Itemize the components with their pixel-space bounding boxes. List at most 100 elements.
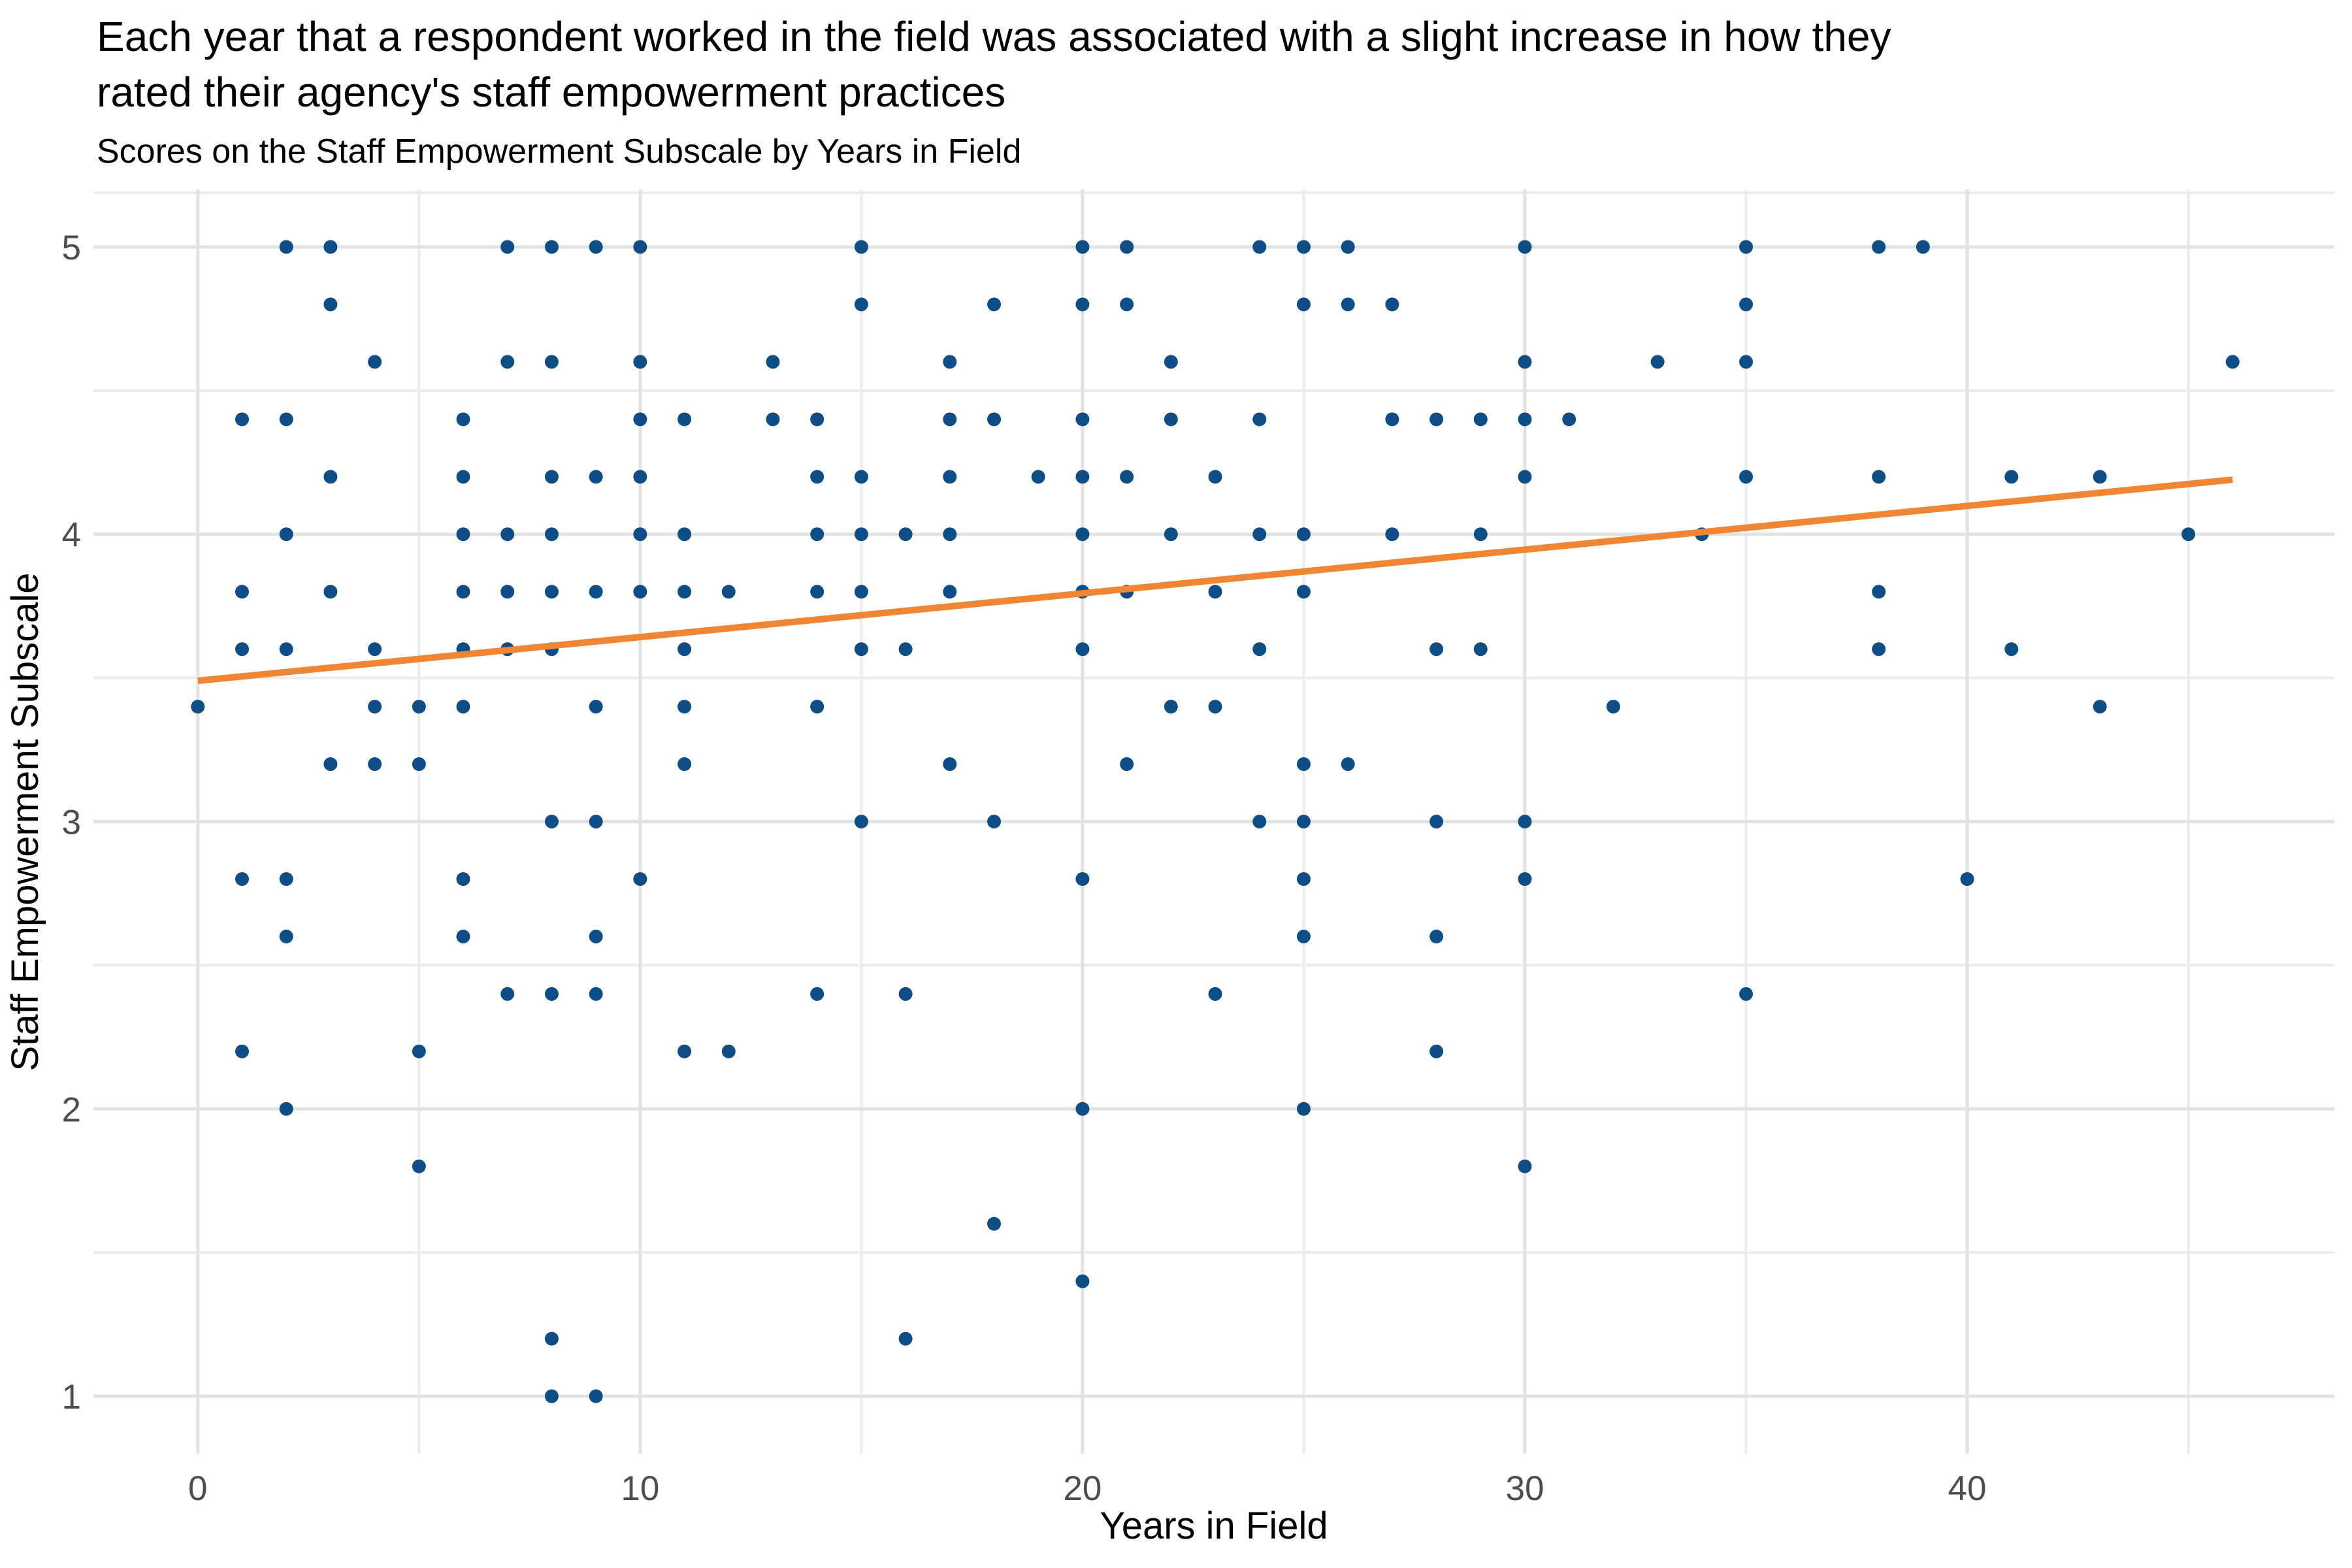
- data-point: [500, 527, 515, 542]
- data-point: [1385, 527, 1399, 542]
- data-point: [1031, 470, 1045, 484]
- data-point: [412, 700, 426, 714]
- data-point: [810, 470, 825, 484]
- data-point: [1473, 412, 1488, 427]
- data-point: [1429, 1044, 1444, 1058]
- data-point: [589, 585, 603, 599]
- data-point: [1164, 700, 1178, 714]
- data-point: [678, 757, 692, 772]
- data-point: [1075, 527, 1090, 542]
- data-point: [1296, 297, 1311, 312]
- x-axis-title: Years in Field: [1100, 1505, 1328, 1547]
- data-point: [500, 355, 515, 369]
- data-point: [279, 527, 293, 542]
- data-point: [589, 987, 603, 1001]
- trend-line: [197, 476, 2233, 684]
- data-point: [235, 585, 249, 599]
- data-point: [1916, 240, 1930, 254]
- data-point: [1650, 355, 1665, 369]
- data-point: [721, 585, 736, 599]
- data-point: [1075, 872, 1090, 886]
- x-tick-label: 0: [188, 1469, 207, 1508]
- data-point: [279, 1102, 293, 1116]
- data-point: [987, 1217, 1001, 1231]
- data-point: [633, 585, 647, 599]
- data-point: [1739, 240, 1754, 254]
- data-point: [1562, 412, 1576, 427]
- data-point: [633, 872, 647, 886]
- data-point: [412, 757, 426, 772]
- data-point: [1518, 1159, 1532, 1173]
- data-point: [854, 642, 868, 657]
- x-tick-label: 10: [621, 1469, 659, 1508]
- data-point: [279, 929, 293, 943]
- data-point: [1429, 642, 1444, 657]
- data-point: [1341, 757, 1355, 772]
- data-point: [1473, 642, 1488, 657]
- data-point: [943, 412, 957, 427]
- data-point: [279, 872, 293, 886]
- data-point: [323, 585, 338, 599]
- data-point: [1252, 642, 1267, 657]
- x-tick-label: 40: [1948, 1469, 1987, 1508]
- y-tick-label: 4: [62, 516, 81, 555]
- data-point: [1296, 815, 1311, 828]
- data-point: [1252, 240, 1267, 254]
- data-point: [810, 987, 825, 1001]
- data-point: [1473, 527, 1488, 542]
- data-point: [1075, 297, 1090, 312]
- data-point: [2093, 700, 2107, 714]
- data-point: [1296, 1102, 1311, 1116]
- data-point: [589, 240, 603, 254]
- data-point: [279, 412, 293, 427]
- data-point: [323, 757, 338, 772]
- chart-title-line1: Each year that a respondent worked in th…: [97, 13, 1891, 60]
- data-point: [1208, 700, 1222, 714]
- y-tick-label: 2: [62, 1090, 81, 1129]
- data-point: [1429, 929, 1444, 943]
- data-point: [633, 412, 647, 427]
- data-point: [1960, 872, 1974, 886]
- data-point: [1296, 757, 1311, 772]
- data-point: [854, 585, 868, 599]
- data-point: [2004, 642, 2019, 657]
- chart-subtitle: Scores on the Staff Empowerment Subscale…: [97, 133, 1022, 171]
- data-point: [456, 700, 470, 714]
- data-point: [854, 527, 868, 542]
- data-point: [678, 642, 692, 657]
- data-point: [500, 585, 515, 599]
- data-point: [1872, 642, 1886, 657]
- data-point: [544, 585, 559, 599]
- data-point: [589, 929, 603, 943]
- data-point: [1739, 355, 1754, 369]
- y-tick-label: 5: [62, 229, 81, 267]
- data-point: [456, 929, 470, 943]
- data-point: [678, 1044, 692, 1058]
- data-point: [456, 412, 470, 427]
- data-point: [1164, 412, 1178, 427]
- data-point: [323, 240, 338, 254]
- data-point: [810, 527, 825, 542]
- data-point: [544, 527, 559, 542]
- data-point: [810, 412, 825, 427]
- data-point: [1075, 1102, 1090, 1116]
- chart-title-line2: rated their agency's staff empowerment p…: [97, 69, 1006, 116]
- data-point: [235, 412, 249, 427]
- data-point: [544, 355, 559, 369]
- data-point: [1385, 297, 1399, 312]
- data-point: [235, 642, 249, 657]
- data-point: [1606, 700, 1620, 714]
- data-point: [412, 1044, 426, 1058]
- data-point: [1872, 470, 1886, 484]
- y-tick-label: 3: [62, 804, 81, 842]
- data-point: [766, 355, 780, 369]
- data-point: [2093, 470, 2107, 484]
- data-point: [766, 412, 780, 427]
- chart-title: Each year that a respondent worked in th…: [97, 9, 2331, 120]
- data-point: [633, 240, 647, 254]
- data-point: [368, 700, 382, 714]
- data-point: [1208, 585, 1222, 599]
- data-point: [368, 757, 382, 772]
- data-point: [1120, 297, 1134, 312]
